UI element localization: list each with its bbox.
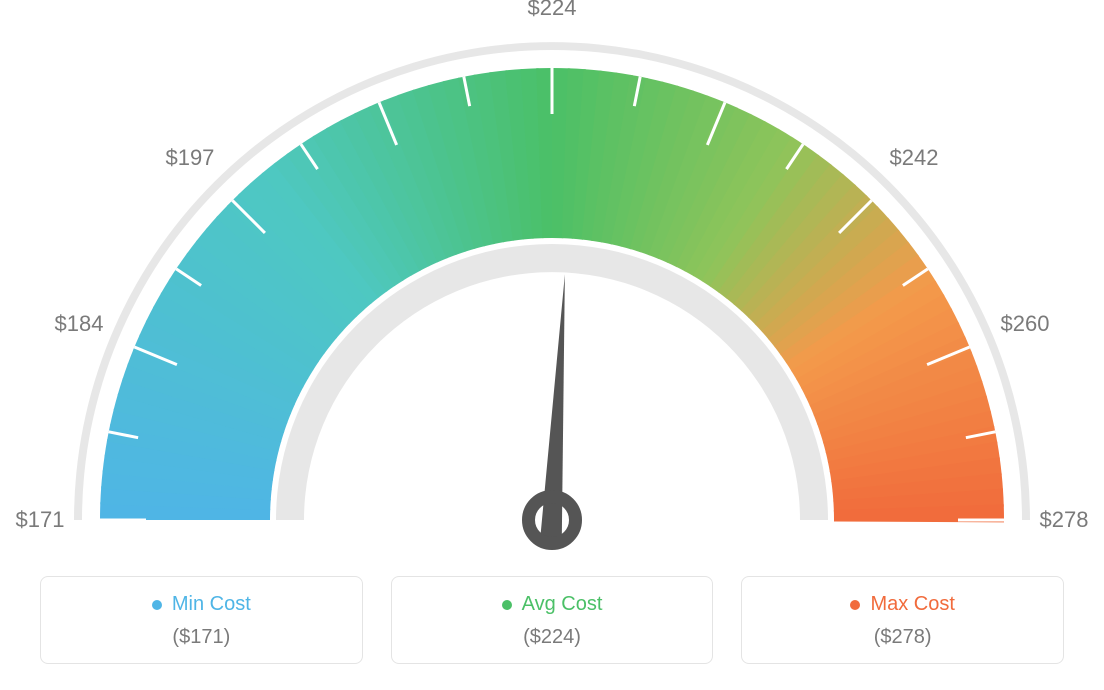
gauge-scale-label: $184: [54, 311, 103, 337]
legend-row: Min Cost ($171) Avg Cost ($224) Max Cost…: [40, 576, 1064, 664]
legend-title-text: Avg Cost: [522, 593, 603, 616]
legend-value-avg: ($224): [402, 626, 703, 649]
legend-value-max: ($278): [752, 626, 1053, 649]
dot-icon: [850, 600, 860, 610]
legend-title-text: Min Cost: [172, 593, 251, 616]
legend-card-avg: Avg Cost ($224): [391, 576, 714, 664]
gauge-scale-label: $260: [1001, 311, 1050, 337]
legend-title-avg: Avg Cost: [502, 593, 603, 616]
gauge-svg: [0, 0, 1104, 560]
dot-icon: [502, 600, 512, 610]
legend-title-max: Max Cost: [850, 593, 954, 616]
legend-value-min: ($171): [51, 626, 352, 649]
gauge-scale-label: $197: [165, 145, 214, 171]
legend-card-min: Min Cost ($171): [40, 576, 363, 664]
gauge-scale-label: $242: [890, 145, 939, 171]
legend-title-text: Max Cost: [870, 593, 954, 616]
legend-title-min: Min Cost: [152, 593, 251, 616]
cost-gauge: $171 $184 $197 $224 $242 $260 $278: [0, 0, 1104, 560]
legend-card-max: Max Cost ($278): [741, 576, 1064, 664]
dot-icon: [152, 600, 162, 610]
gauge-scale-label: $224: [528, 0, 577, 21]
gauge-scale-label: $171: [16, 507, 65, 533]
gauge-scale-label: $278: [1040, 507, 1089, 533]
